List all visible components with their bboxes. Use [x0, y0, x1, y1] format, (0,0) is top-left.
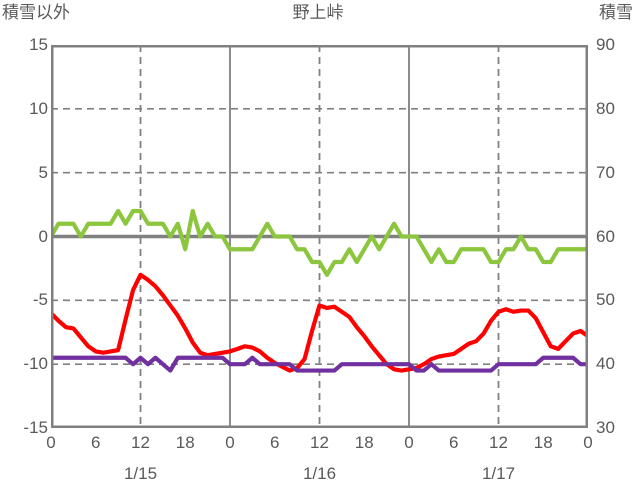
x-axis-tick: 6	[91, 433, 101, 452]
right-axis-tick: 60	[596, 226, 615, 246]
chart-title: 野上峠	[292, 3, 344, 22]
series-line-purple-series	[51, 355, 588, 373]
x-axis-tick: 6	[270, 433, 280, 452]
x-axis-tick: 12	[131, 433, 150, 452]
right-axis-tick: 40	[596, 354, 615, 374]
series-line-red-series	[51, 272, 588, 373]
x-axis-tick: 18	[354, 433, 374, 452]
left-axis-tick: 15	[29, 35, 48, 54]
series-layer	[51, 208, 588, 373]
left-axis-tick: -10	[23, 354, 48, 374]
x-axis-tick: 0	[46, 433, 56, 452]
x-axis-day-label: 1/15	[123, 464, 158, 483]
left-axis-tick: 10	[29, 98, 48, 118]
x-axis-tick: 0	[404, 433, 414, 452]
left-axis-tick: 5	[38, 162, 48, 182]
x-axis-tick: 18	[175, 433, 195, 452]
right-axis-tick: 90	[596, 35, 615, 54]
right-axis-tick: 30	[596, 418, 615, 437]
x-axis-tick: 6	[449, 433, 459, 452]
x-axis-day-label: 1/16	[302, 464, 337, 483]
x-axis-tick: 0	[225, 433, 235, 452]
x-axis-day-label: 1/17	[481, 464, 516, 483]
x-axis-tick: 18	[533, 433, 553, 452]
left-axis-tick: -15	[23, 418, 48, 437]
left-axis-tick: 0	[38, 226, 48, 246]
right-axis-tick: 80	[596, 98, 615, 118]
plot-canvas	[51, 45, 588, 428]
plot-area	[51, 45, 588, 428]
right-axis-title: 積雪	[599, 3, 633, 22]
x-axis-tick: 12	[310, 433, 329, 452]
left-axis-tick: -5	[32, 290, 48, 310]
right-axis-tick: 70	[596, 162, 615, 182]
series-line-green-series	[51, 208, 588, 277]
right-axis-tick: 50	[596, 290, 615, 310]
x-axis-tick: 0	[583, 433, 593, 452]
left-axis-title: 積雪以外	[2, 3, 70, 22]
x-axis-tick: 12	[489, 433, 508, 452]
